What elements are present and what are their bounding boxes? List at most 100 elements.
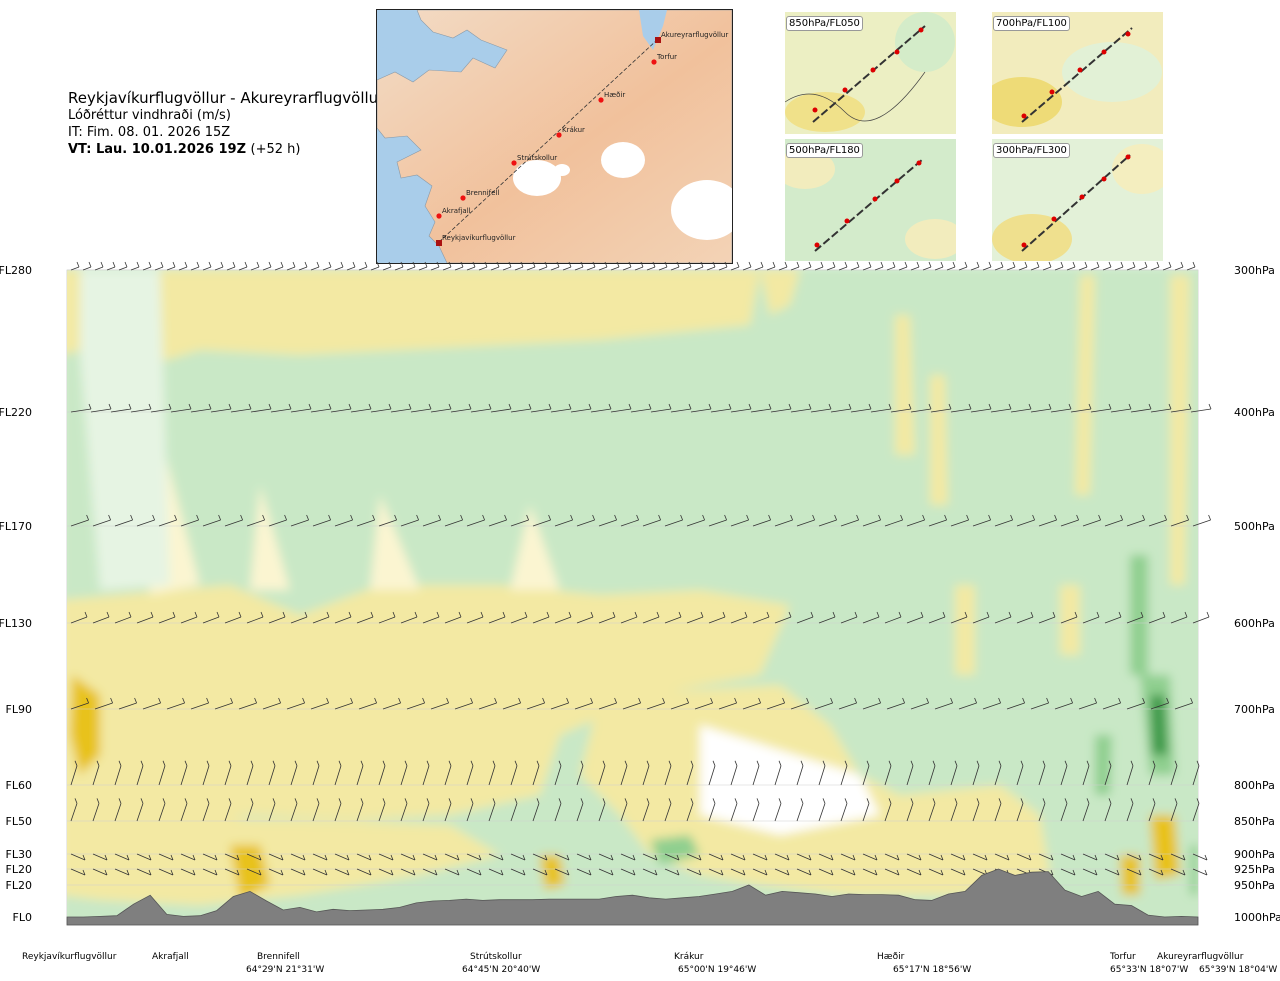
wind-barb-feather (302, 854, 306, 861)
wind-barb-feather (324, 869, 328, 876)
wind-barb (1078, 266, 1088, 271)
wind-barb-feather (404, 760, 408, 766)
wind-barb-feather (832, 261, 836, 268)
route-point-name: Akrafjall (152, 952, 189, 962)
wind-barb (994, 803, 1002, 822)
wind-barb-feather (616, 261, 620, 268)
wind-barb-feather (690, 760, 694, 766)
wind-barb-feather (844, 261, 848, 268)
wind-barb (752, 853, 768, 861)
wind-barb (862, 266, 872, 271)
wind-barb-feather (940, 261, 944, 268)
wind-barb (1192, 853, 1208, 861)
wind-barb (598, 702, 617, 710)
wind-barb-feather (96, 760, 100, 766)
wind-barb-feather (878, 697, 881, 704)
wind-barb (576, 765, 584, 786)
wind-barb (488, 519, 507, 527)
wind-barb (1148, 519, 1167, 527)
wind-barb-feather (390, 869, 394, 876)
wind-barb-feather (364, 261, 368, 268)
wind-barb-feather (1068, 403, 1072, 410)
wind-barb-feather (1190, 697, 1193, 704)
wind-barb-feather (398, 697, 401, 704)
wind-barb (202, 803, 210, 822)
wind-barb-feather (514, 798, 518, 804)
wind-barb-feather (916, 261, 920, 268)
field-region-strong-down (1150, 815, 1180, 880)
wind-barb-feather (1108, 261, 1112, 268)
wind-barb (180, 803, 188, 822)
wind-barb (934, 266, 944, 271)
wind-barb (664, 616, 682, 624)
wind-barb-feather (1182, 869, 1186, 876)
wind-barb-feather (106, 611, 110, 618)
field-region-weak-down (510, 505, 560, 590)
wind-barb (1148, 616, 1166, 624)
wind-barb-feather (368, 403, 372, 410)
wind-barb (928, 853, 944, 861)
wind-barb-feather (984, 854, 988, 861)
wind-barb-feather (568, 403, 572, 410)
wind-barb-feather (808, 261, 812, 268)
map-glacier-2 (601, 142, 645, 178)
field-region-very-strong_up (1150, 695, 1168, 755)
wind-barb (886, 266, 896, 271)
wind-barb-feather (908, 403, 912, 410)
field-region-neutral (700, 725, 880, 835)
wind-barb (708, 868, 724, 876)
wind-barb-feather (602, 760, 606, 766)
wind-barb-feather (1008, 403, 1012, 410)
wind-barb-feather (676, 854, 680, 861)
wind-barb-feather (610, 854, 614, 861)
wind-barb (1174, 266, 1184, 271)
wind-barb-feather (304, 261, 308, 268)
wind-barb-feather (662, 697, 665, 704)
wind-barb (202, 266, 212, 271)
wind-barb-feather (746, 514, 749, 521)
wind-barb (214, 266, 224, 271)
wind-barb (598, 266, 608, 271)
wind-barb-feather (340, 261, 344, 268)
vertical-velocity-field (67, 270, 1198, 925)
wind-barb-feather (448, 261, 452, 268)
wind-barb (130, 408, 152, 413)
wind-barb (818, 803, 826, 822)
wind-barb-feather (964, 611, 968, 618)
wind-barb-feather (592, 514, 595, 521)
wind-barb (796, 765, 804, 786)
wind-barb (818, 519, 837, 527)
wind-barb (180, 765, 188, 786)
wind-barb (532, 853, 548, 861)
wind-barb (210, 408, 232, 413)
wind-barb-feather (602, 798, 606, 804)
wind-barb (620, 616, 638, 624)
route-point-coord: 65°33'N 18°07'W (1110, 965, 1189, 975)
wind-barb (1060, 853, 1076, 861)
field-region-strong-down (230, 845, 270, 900)
wind-barb (370, 408, 392, 413)
wind-barb-feather (904, 261, 908, 268)
flight-level-label: FL0 (13, 911, 32, 924)
wind-barb-feather (710, 697, 713, 704)
wind-barb (454, 702, 473, 710)
level-panel-850-canvas (785, 12, 956, 134)
wind-barb (118, 702, 137, 710)
wind-barb-feather (294, 760, 298, 766)
wind-barb-feather (952, 261, 956, 268)
wind-barb (810, 408, 832, 413)
wind-barb-feather (328, 261, 332, 268)
wind-barb (510, 803, 518, 822)
wind-barb (982, 266, 992, 271)
level-panel-300: 300hPa/FL300 (992, 139, 1163, 261)
wind-barb (928, 519, 947, 527)
wind-barb (290, 765, 298, 786)
wind-barb-feather (636, 514, 639, 521)
wind-barb (1006, 702, 1025, 710)
wind-barb (840, 853, 856, 861)
wind-barb (950, 765, 958, 786)
wind-barb (994, 765, 1002, 786)
wind-barb (382, 266, 392, 271)
wind-barb-feather (638, 697, 641, 704)
wind-barb-feather (104, 854, 108, 861)
